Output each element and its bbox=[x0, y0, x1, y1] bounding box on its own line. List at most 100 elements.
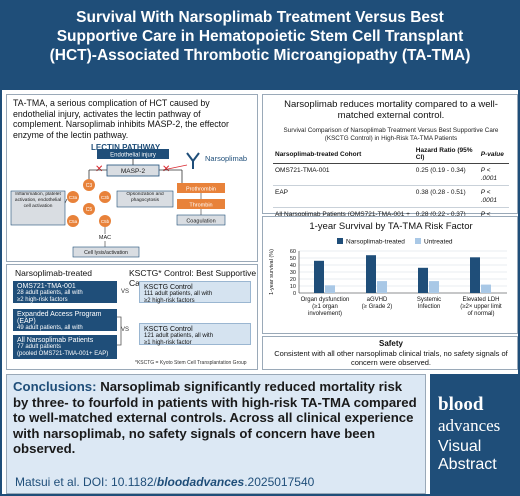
journal-logo: blood advances Visual Abstract bbox=[430, 374, 518, 494]
logo-blood: blood bbox=[438, 394, 484, 415]
opsonization-node bbox=[116, 190, 174, 208]
bar bbox=[470, 257, 480, 293]
y-tick-label: 20 bbox=[290, 277, 296, 283]
x-tick-label: (≥ Grade 2) bbox=[362, 304, 393, 310]
cohort-box-title: Expanded Access Program (EAP) bbox=[17, 311, 102, 325]
c5a-node bbox=[67, 215, 79, 227]
c3b-node bbox=[99, 191, 111, 203]
inflammation-text-wrap: Inflammation, platelet activation, endot… bbox=[15, 192, 61, 209]
lysis-node bbox=[72, 246, 140, 258]
antibody-icon bbox=[186, 152, 200, 169]
legend-label: Narsoplimab-treated bbox=[346, 239, 405, 246]
lectin-pathway-diagram: Endothelial injury MASP-2 ✕ ✕ Narsoplima… bbox=[10, 149, 247, 258]
inhibit-line bbox=[162, 164, 188, 171]
cohort-comparison-panel: Narsoplimab-treated KSCTG* Control: Best… bbox=[6, 264, 258, 370]
cohort-box-title: All Narsoplimab Patients bbox=[17, 337, 94, 344]
cohort-box-line: (pooled OMS721-TMA-001+ EAP) bbox=[17, 351, 109, 357]
opsonization-text-wrap: Opsonization and phagocytosis bbox=[126, 192, 163, 203]
treated-cohorts-title: Narsoplimab-treated bbox=[15, 268, 93, 278]
conclusions-text-block: Conclusions: Narsoplimab significantly r… bbox=[13, 379, 421, 457]
x-tick-label: Infection bbox=[418, 304, 441, 310]
endothelial-label: Endothelial injury bbox=[110, 153, 156, 159]
thrombin-node bbox=[177, 199, 225, 209]
hr-cell: 0.25 (0.19 - 0.34) bbox=[413, 163, 479, 186]
pathway-title: LECTIN PATHWAY bbox=[91, 143, 161, 152]
x-tick-label: Organ dysfunction bbox=[301, 297, 350, 303]
control-box-line: ≥1 high-risk factor bbox=[144, 340, 192, 346]
cohort-box-eap: Expanded Access Program (EAP) 49 adult p… bbox=[13, 309, 117, 338]
bar bbox=[366, 255, 376, 293]
mortality-heading: Narsoplimab reduces mortality compared t… bbox=[284, 99, 498, 121]
safety-text: Consistent with all other narsoplimab cl… bbox=[274, 349, 508, 367]
column-header: Hazard Ratio (95% CI) bbox=[413, 145, 479, 164]
conclusions-text: Narsoplimab significantly reduced mortal… bbox=[13, 379, 417, 457]
drug-label: Narsoplimab bbox=[205, 154, 247, 163]
c5b-label: C5b bbox=[101, 219, 110, 224]
c5-node bbox=[83, 203, 95, 215]
header-banner: Survival With Narsoplimab Treatment Vers… bbox=[2, 2, 518, 90]
cohort-box-all: All Narsoplimab Patients 77 adult patien… bbox=[13, 335, 117, 359]
control-box-title: KSCTG Control bbox=[144, 326, 193, 333]
control-box-title: KSCTG Control bbox=[144, 284, 193, 291]
title-line-1: Survival With Narsoplimab Treatment Vers… bbox=[76, 9, 444, 26]
p-cell: P < .0001 bbox=[478, 163, 509, 186]
y-tick-label: 0 bbox=[293, 291, 296, 297]
mortality-panel: Narsoplimab reduces mortality compared t… bbox=[262, 94, 518, 230]
cohort-box-tma001: OMS721-TMA-001 28 adult patients, all wi… bbox=[13, 281, 117, 303]
cohort-box-line: 28 adult patients, all with bbox=[17, 290, 83, 296]
conclusions-panel: Conclusions: Narsoplimab significantly r… bbox=[6, 374, 426, 494]
inhibit-x-icon: ✕ bbox=[95, 164, 103, 175]
title-line-3: (HCT)-Associated Thrombotic Microangiopa… bbox=[49, 47, 471, 64]
bar bbox=[314, 260, 324, 293]
y-tick-label: 40 bbox=[290, 263, 296, 269]
x-tick-label: (≥2× upper limit bbox=[460, 304, 502, 310]
c3a-label: C3a bbox=[69, 195, 78, 200]
bar bbox=[429, 281, 439, 293]
conclusions-label: Conclusions: bbox=[13, 379, 97, 394]
lysis-label: Cell lysis/activation bbox=[84, 250, 128, 256]
footnote: *KSCTG = Kyoto Stem Cell Transplantation… bbox=[135, 360, 247, 366]
c3b-label: C3b bbox=[101, 195, 110, 200]
mac-label: MAC bbox=[99, 235, 111, 241]
safety-title: Safety bbox=[378, 339, 403, 348]
table-row: EAP 0.38 (0.28 - 0.51) P < .0001 bbox=[273, 185, 509, 208]
cohort-box-line: ≥2 high-risk factors bbox=[17, 297, 68, 303]
y-tick-label: 30 bbox=[290, 270, 296, 276]
y-axis-label: 1-year survival (%) bbox=[269, 249, 275, 295]
bar bbox=[377, 281, 387, 293]
x-tick-label: aGVHD bbox=[367, 297, 388, 303]
control-box-line: ≥2 high-risk factors bbox=[144, 298, 195, 304]
table-row: OMS721-TMA-001 0.25 (0.19 - 0.34) P < .0… bbox=[273, 163, 509, 186]
legend-swatch bbox=[337, 238, 343, 244]
vs-label: VS bbox=[121, 289, 130, 295]
citation-prefix: Matsui et al. DOI: 10.1182/ bbox=[15, 475, 157, 489]
control-box-line: 121 adult patients, all with bbox=[144, 333, 214, 339]
intro-text: TA-TMA, a serious complication of HCT ca… bbox=[13, 98, 229, 140]
masp2-label: MASP-2 bbox=[121, 168, 146, 175]
safety-panel: Safety Consistent with all other narsopl… bbox=[262, 336, 518, 370]
c3-node bbox=[83, 179, 95, 191]
c3-label: C3 bbox=[86, 183, 93, 189]
vs-label: VS bbox=[121, 327, 130, 333]
x-tick-label: Elevated LDH bbox=[462, 297, 499, 303]
y-tick-label: 50 bbox=[290, 256, 296, 262]
control-cohorts-title: KSCTG* Control: Best Supportive Care bbox=[129, 268, 257, 288]
bar bbox=[481, 284, 491, 293]
mortality-subheading: Survival Comparison of Narsoplimab Treat… bbox=[283, 127, 499, 142]
column-header: P-value bbox=[478, 145, 509, 164]
thrombin-label: Thrombin bbox=[189, 203, 212, 209]
connector bbox=[64, 198, 68, 204]
hr-cell: 0.38 (0.28 - 0.51) bbox=[413, 185, 479, 208]
bar bbox=[325, 285, 335, 293]
survival-chart-panel: 1-year Survival by TA-TMA Risk Factor Na… bbox=[262, 216, 518, 334]
title-line-2: Supportive Care in Hematopoietic Stem Ce… bbox=[56, 28, 464, 45]
control-box-1plus: KSCTG Control 121 adult patients, all wi… bbox=[139, 323, 251, 346]
coagulation-node bbox=[176, 214, 226, 226]
x-tick-label: involvement) bbox=[308, 311, 342, 317]
cohort-box-title: OMS721-TMA-001 bbox=[17, 283, 76, 290]
legend-swatch bbox=[415, 238, 421, 244]
coagulation-label: Coagulation bbox=[186, 219, 215, 225]
x-tick-label: of normal) bbox=[467, 311, 494, 317]
p-cell: P < .0001 bbox=[478, 185, 509, 208]
